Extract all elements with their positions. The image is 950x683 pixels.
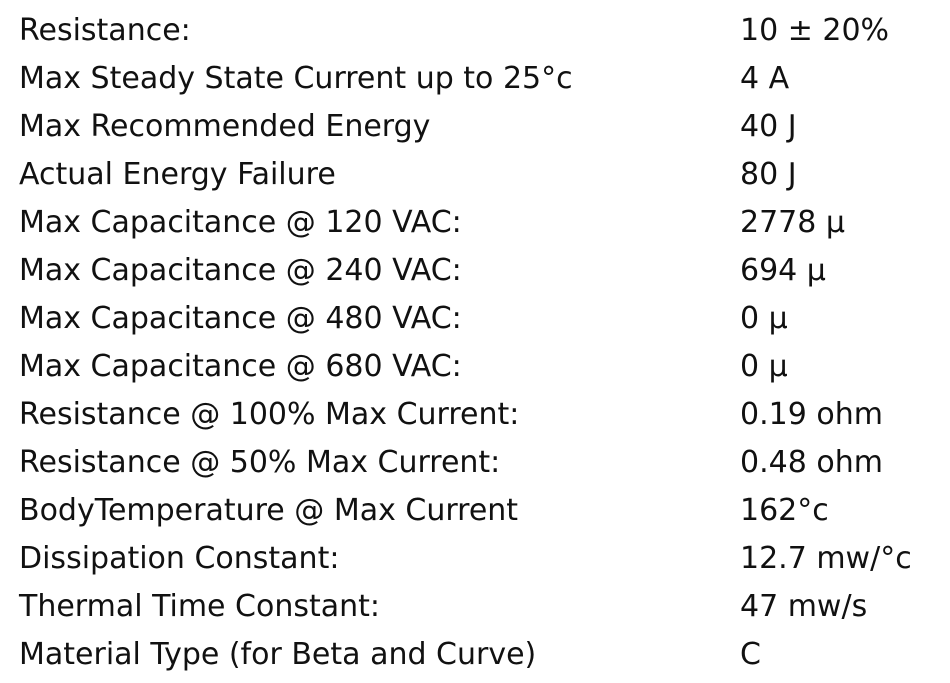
- spec-value: 47 mw/s: [740, 589, 868, 624]
- spec-row-max-capacitance-240: Max Capacitance @ 240 VAC: 694 μ: [19, 247, 944, 295]
- spec-label: Resistance:: [19, 13, 191, 48]
- spec-label: Max Recommended Energy: [19, 109, 431, 144]
- spec-table: Resistance: 10 ± 20% Max Steady State Cu…: [19, 7, 944, 679]
- spec-label: Max Capacitance @ 120 VAC:: [19, 205, 462, 240]
- spec-value: 694 μ: [740, 253, 826, 288]
- spec-row-dissipation-constant: Dissipation Constant: 12.7 mw/°c: [19, 535, 944, 583]
- spec-label: Resistance @ 50% Max Current:: [19, 445, 501, 480]
- spec-label: Actual Energy Failure: [19, 157, 336, 192]
- spec-row-max-capacitance-120: Max Capacitance @ 120 VAC: 2778 μ: [19, 199, 944, 247]
- spec-value: 4 A: [740, 61, 790, 96]
- spec-row-max-capacitance-480: Max Capacitance @ 480 VAC: 0 μ: [19, 295, 944, 343]
- spec-label: Thermal Time Constant:: [19, 589, 381, 624]
- spec-row-max-capacitance-680: Max Capacitance @ 680 VAC: 0 μ: [19, 343, 944, 391]
- spec-label: Resistance @ 100% Max Current:: [19, 397, 520, 432]
- spec-row-resistance-50-max-current: Resistance @ 50% Max Current: 0.48 ohm: [19, 439, 944, 487]
- spec-value: 0.19 ohm: [740, 397, 883, 432]
- spec-value: 0 μ: [740, 301, 788, 336]
- spec-label: Dissipation Constant:: [19, 541, 340, 576]
- spec-row-resistance: Resistance: 10 ± 20%: [19, 7, 944, 55]
- spec-value: 162°c: [740, 493, 829, 528]
- spec-row-material-type: Material Type (for Beta and Curve) C: [19, 631, 944, 679]
- spec-label: BodyTemperature @ Max Current: [19, 493, 519, 528]
- spec-label: Max Capacitance @ 480 VAC:: [19, 301, 462, 336]
- spec-label: Max Capacitance @ 680 VAC:: [19, 349, 462, 384]
- spec-value: 40 J: [740, 109, 797, 144]
- spec-value: 10 ± 20%: [740, 13, 890, 48]
- spec-row-resistance-100-max-current: Resistance @ 100% Max Current: 0.19 ohm: [19, 391, 944, 439]
- spec-value: 0 μ: [740, 349, 788, 384]
- spec-label: Max Capacitance @ 240 VAC:: [19, 253, 462, 288]
- spec-value: 2778 μ: [740, 205, 845, 240]
- spec-row-max-recommended-energy: Max Recommended Energy 40 J: [19, 103, 944, 151]
- spec-row-thermal-time-constant: Thermal Time Constant: 47 mw/s: [19, 583, 944, 631]
- spec-label: Material Type (for Beta and Curve): [19, 637, 537, 672]
- spec-row-max-steady-state-current: Max Steady State Current up to 25°c 4 A: [19, 55, 944, 103]
- spec-row-actual-energy-failure: Actual Energy Failure 80 J: [19, 151, 944, 199]
- spec-value: 80 J: [740, 157, 797, 192]
- spec-value: 12.7 mw/°c: [740, 541, 912, 576]
- spec-row-body-temperature: BodyTemperature @ Max Current 162°c: [19, 487, 944, 535]
- spec-label: Max Steady State Current up to 25°c: [19, 61, 573, 96]
- spec-value: C: [740, 637, 761, 672]
- spec-value: 0.48 ohm: [740, 445, 883, 480]
